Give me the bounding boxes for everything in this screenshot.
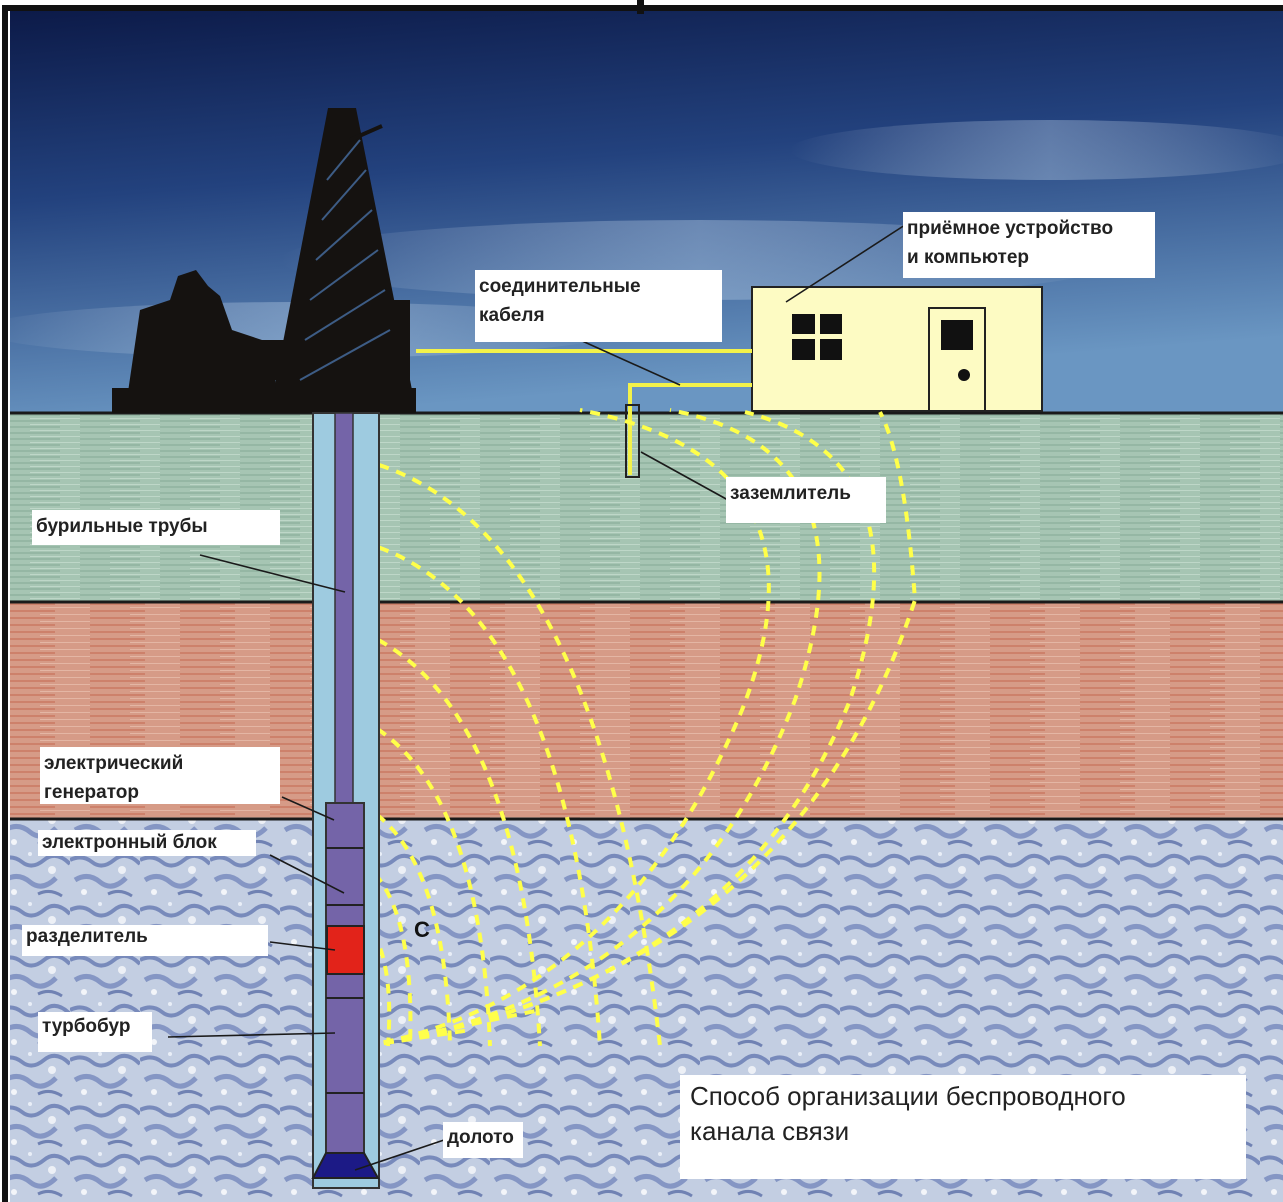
- rig-lattice: [299, 139, 391, 381]
- door-icon: [928, 307, 986, 412]
- frame: [2, 5, 1283, 1202]
- label-receiver: приёмное устройство и компьютер: [903, 212, 1155, 278]
- label-electronic-unit: электронный блок: [38, 830, 256, 856]
- diagram-caption: Способ организации беспроводного канала …: [680, 1075, 1246, 1179]
- ground-electrode-rod: [625, 404, 640, 478]
- field-symbol: С: [414, 917, 430, 942]
- label-drill-pipes: бурильные трубы: [32, 510, 280, 545]
- layer-top: [10, 413, 1283, 602]
- window-icon: [792, 314, 842, 360]
- drill-pipe: [312, 412, 380, 1189]
- cloud: [790, 120, 1283, 180]
- drill-bit: [311, 1152, 380, 1179]
- leader-lines: [167, 224, 906, 1171]
- label-turbodrill: турбобур: [38, 1012, 152, 1052]
- building-icon: [751, 286, 1043, 412]
- field-lines: [360, 408, 918, 1048]
- top-mark: [637, 0, 644, 14]
- label-separator: разделитель: [22, 925, 268, 956]
- label-generator: электрический генератор: [40, 747, 280, 804]
- label-cables: соединительные кабеля: [475, 270, 722, 342]
- drilling-rig-icon: [112, 108, 416, 413]
- separator-block: [326, 925, 365, 975]
- label-ground-electrode: заземлитель: [726, 477, 886, 523]
- cable: [628, 383, 752, 475]
- label-bit: долото: [443, 1122, 523, 1158]
